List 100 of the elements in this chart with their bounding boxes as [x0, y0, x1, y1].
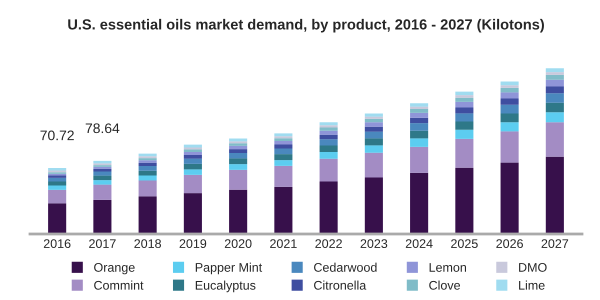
- bar: [410, 138, 428, 147]
- legend-label: DMO: [519, 262, 547, 272]
- bar: [48, 175, 66, 178]
- bar: [138, 154, 157, 156]
- bar: [500, 82, 519, 86]
- legend-label: Citronella: [314, 280, 366, 290]
- legend-label: Eucalyptus: [196, 280, 256, 292]
- bar: [410, 172, 428, 234]
- bar: [138, 162, 157, 166]
- x-tick-label: 2016: [44, 239, 71, 248]
- bar: [364, 145, 383, 153]
- bar: [48, 185, 66, 190]
- bar: [410, 103, 428, 107]
- bar: [455, 95, 474, 98]
- bar: [320, 139, 338, 146]
- bar: [455, 130, 474, 139]
- bar: [410, 130, 428, 138]
- x-tick-label: 2024: [406, 239, 433, 248]
- bar: [500, 114, 519, 122]
- bar: [229, 138, 248, 142]
- bar: [229, 170, 248, 190]
- bar: [320, 146, 338, 152]
- legend-label: Orange: [94, 262, 135, 274]
- x-tick-label: 2025: [451, 239, 478, 248]
- bar: [48, 203, 66, 234]
- bar: [546, 80, 564, 87]
- bar: [93, 184, 112, 200]
- legend-label: Clove: [429, 280, 460, 290]
- bar: [455, 121, 474, 130]
- bar: [229, 190, 248, 234]
- bar: [93, 160, 112, 164]
- bar: [500, 131, 519, 163]
- bar: [229, 164, 248, 170]
- bar: [184, 152, 202, 155]
- legend-label: Commint: [94, 280, 144, 290]
- bar: [546, 72, 564, 75]
- bar: [410, 123, 428, 131]
- bar: [184, 174, 202, 194]
- bar: [274, 154, 292, 160]
- bar: [455, 108, 474, 114]
- bar: [410, 146, 428, 173]
- legend-label: Lemon: [430, 263, 466, 272]
- bar: [546, 102, 564, 112]
- chart-title: U.S. essential oils market demand, by product, 2016 - 2027 (Kilotons): [68, 18, 544, 32]
- bar: [184, 154, 202, 159]
- bar: [455, 98, 474, 102]
- bar: [229, 143, 248, 146]
- bar: [546, 156, 564, 234]
- bar: [48, 190, 66, 204]
- x-tick-label: 2018: [134, 239, 161, 248]
- bar: [274, 141, 292, 145]
- bar: [184, 144, 202, 148]
- bar: [546, 74, 564, 80]
- bar: [93, 176, 112, 180]
- bar: [410, 112, 428, 118]
- bar: [93, 168, 112, 172]
- x-tick-label: 2021: [270, 239, 297, 248]
- bar: [410, 118, 428, 124]
- bar: [138, 196, 157, 234]
- x-tick-label: 2019: [180, 239, 206, 248]
- bar: [455, 168, 474, 234]
- bar: [48, 178, 66, 182]
- bar: [274, 186, 292, 234]
- bar: [364, 126, 383, 132]
- legend-label: Papper Mint: [196, 262, 262, 274]
- bar: [364, 118, 383, 122]
- bar: [546, 93, 564, 103]
- bar: [184, 158, 202, 164]
- annotation: 70.72: [40, 130, 74, 140]
- bar: [138, 170, 157, 176]
- bar: [546, 86, 564, 94]
- bar: [320, 152, 338, 159]
- bar: [364, 114, 383, 117]
- bar: [410, 106, 428, 110]
- x-tick-label: 2026: [496, 239, 523, 248]
- legend-label: Cedarwood: [314, 262, 377, 272]
- bar: [455, 113, 474, 122]
- bar: [274, 144, 292, 148]
- bar: [138, 176, 157, 180]
- x-tick-label: 2017: [89, 239, 116, 248]
- x-tick-label: 2020: [224, 239, 252, 248]
- bar: [320, 181, 338, 234]
- bar: [500, 162, 519, 234]
- bar: [500, 104, 519, 114]
- bar: [546, 112, 564, 122]
- x-tick-label: 2023: [360, 239, 388, 248]
- bar: [229, 149, 248, 153]
- bar: [48, 168, 66, 171]
- bar: [455, 102, 474, 108]
- bar: [500, 92, 519, 98]
- bar: [500, 122, 519, 132]
- bar: [274, 138, 292, 142]
- bar: [93, 200, 112, 234]
- bar: [364, 152, 383, 178]
- bar: [138, 166, 157, 171]
- bar: [184, 164, 202, 170]
- bar: [455, 138, 474, 168]
- x-tick-label: 2022: [315, 239, 342, 248]
- bar: [500, 85, 519, 88]
- bar: [184, 193, 202, 234]
